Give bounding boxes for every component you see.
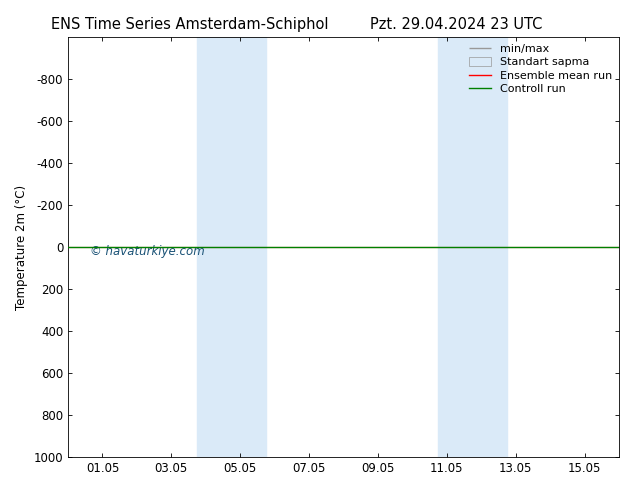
Legend: min/max, Standart sapma, Ensemble mean run, Controll run: min/max, Standart sapma, Ensemble mean r… (465, 39, 617, 98)
Text: © havaturkiye.com: © havaturkiye.com (90, 245, 205, 258)
Y-axis label: Temperature 2m (°C): Temperature 2m (°C) (15, 185, 28, 310)
Bar (197, 37, 266, 457)
Text: ENS Time Series Amsterdam-Schiphol: ENS Time Series Amsterdam-Schiphol (51, 17, 329, 32)
Text: Pzt. 29.04.2024 23 UTC: Pzt. 29.04.2024 23 UTC (370, 17, 543, 32)
Bar (438, 37, 507, 457)
